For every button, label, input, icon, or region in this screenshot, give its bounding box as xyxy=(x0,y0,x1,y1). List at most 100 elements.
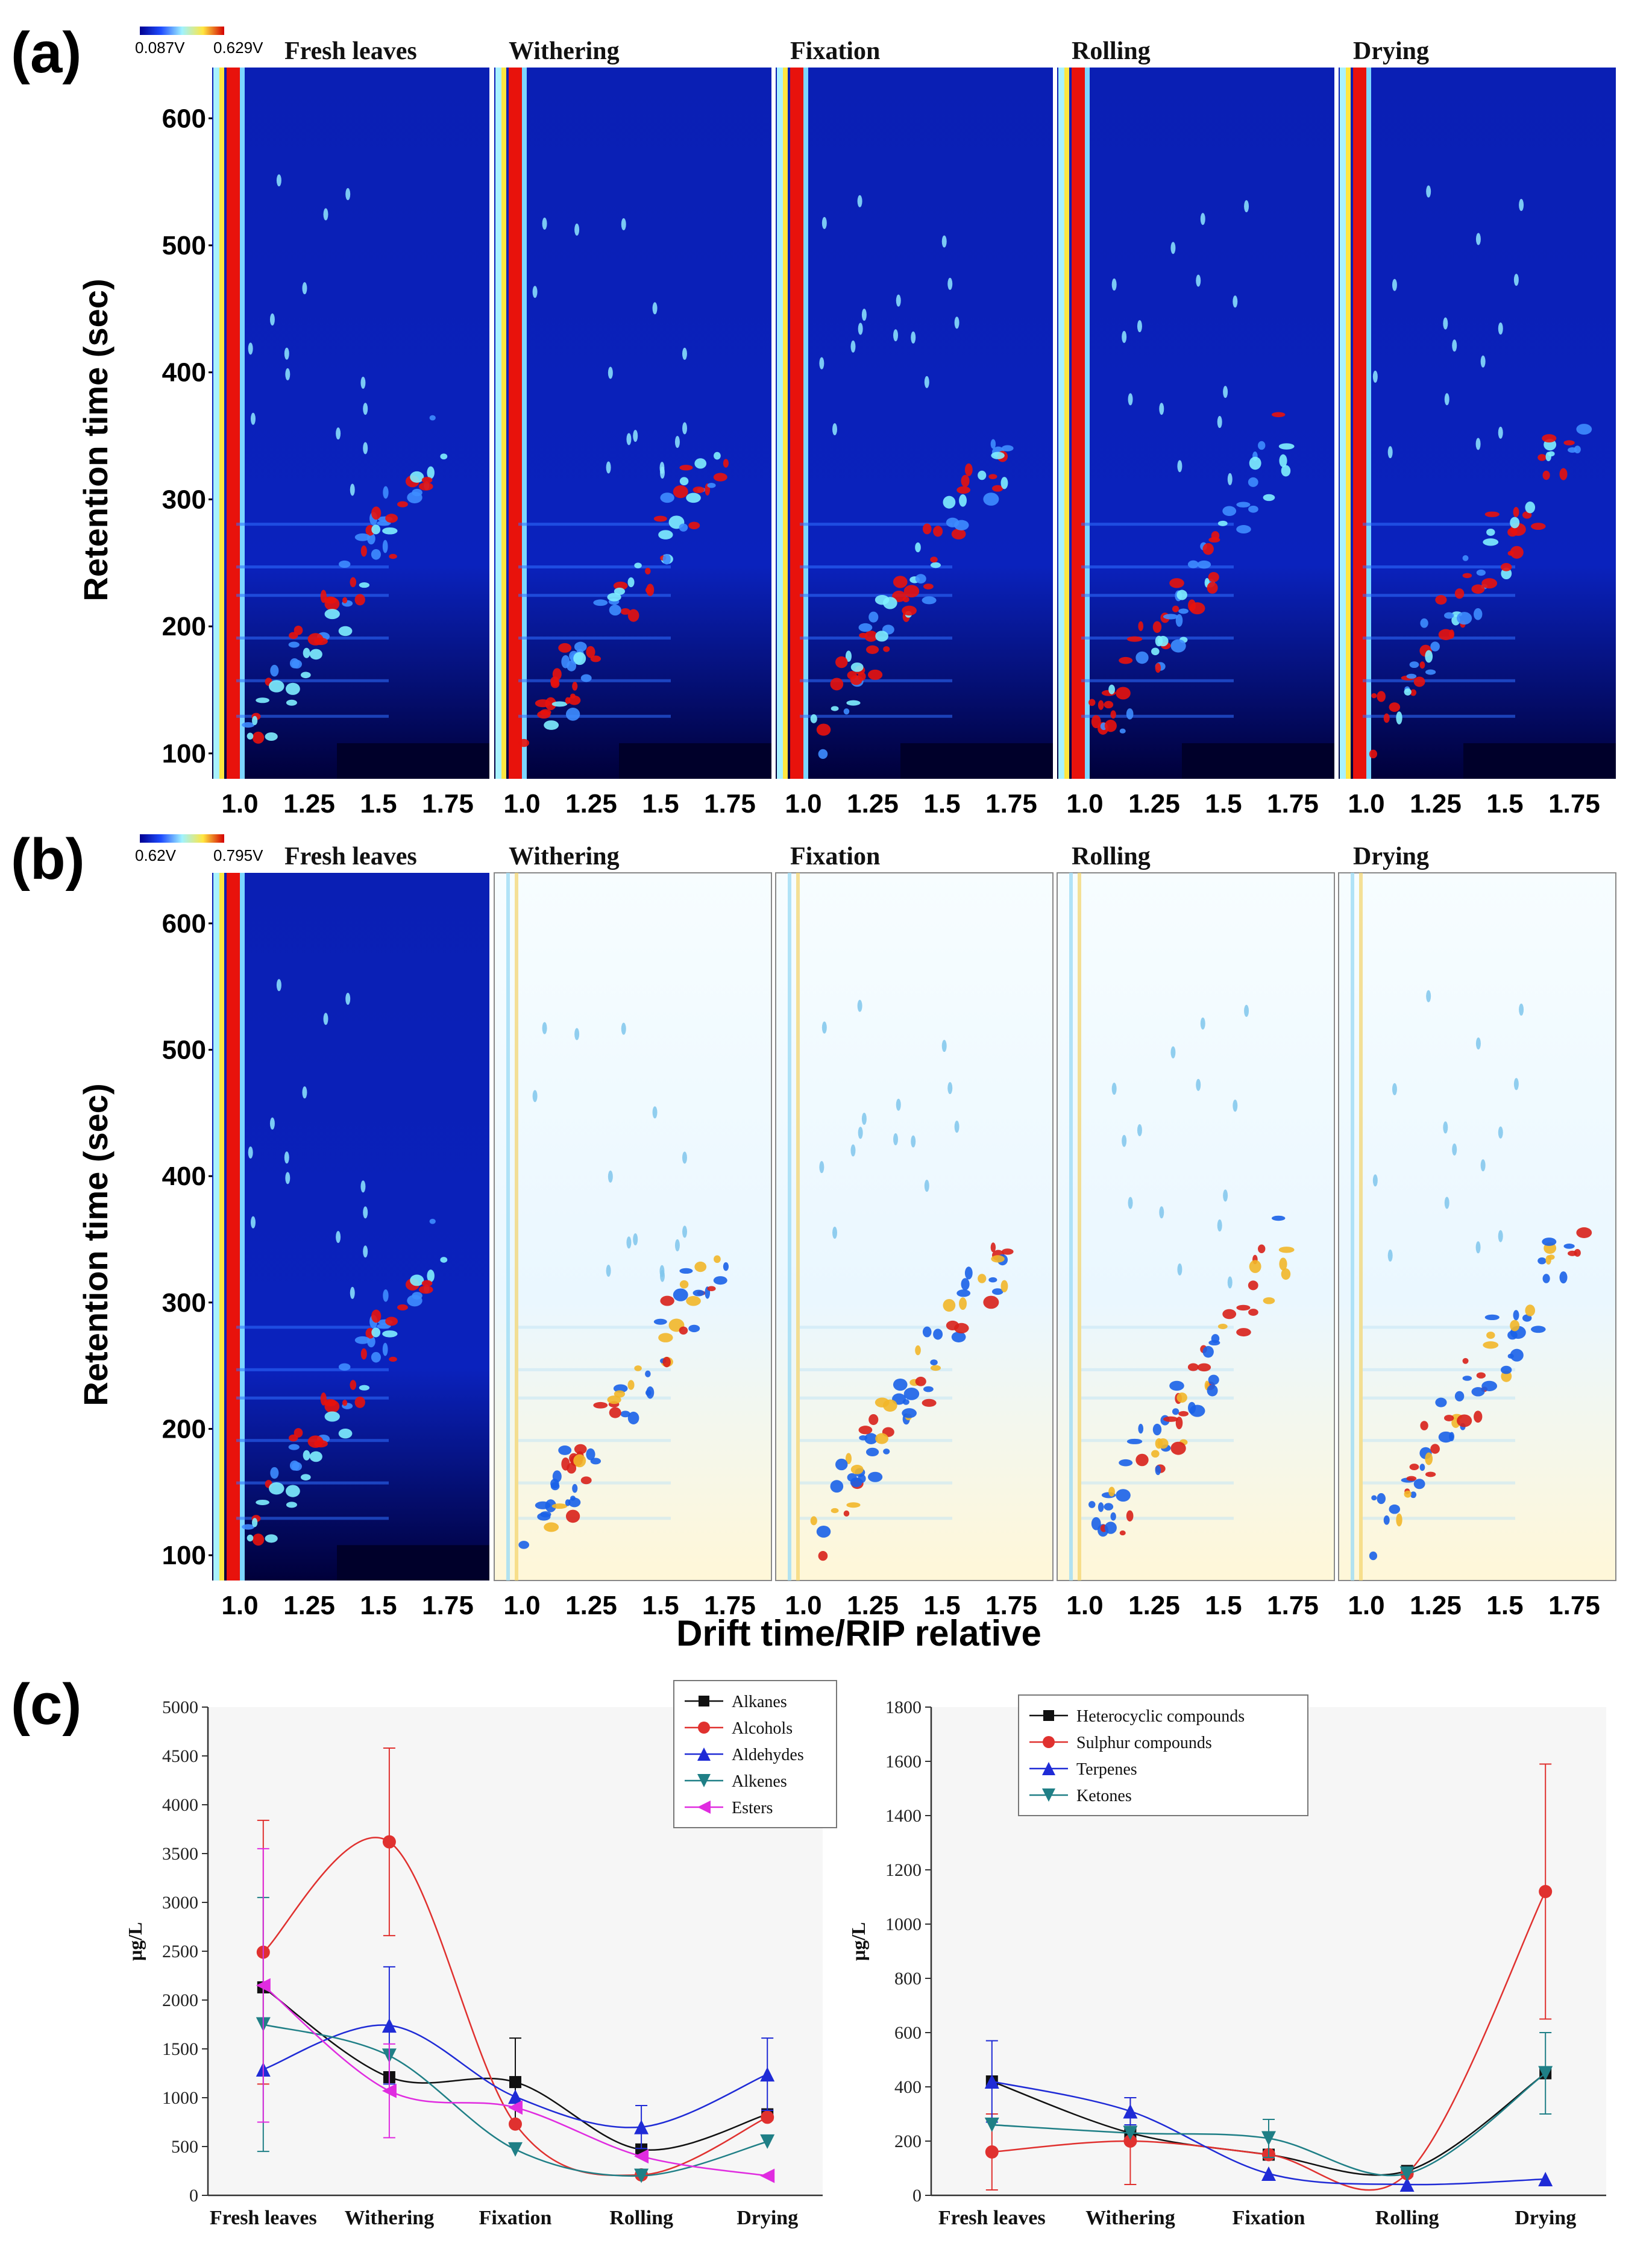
heatmap-spot xyxy=(659,1265,665,1277)
heatmap-background xyxy=(494,68,771,779)
heatmap-spot xyxy=(1281,1268,1291,1280)
heatmap-spot xyxy=(983,492,999,506)
heatmap-spot xyxy=(1443,612,1454,619)
heatmap-spot xyxy=(845,650,852,662)
heatmap-spot xyxy=(568,695,581,705)
heatmap-spot xyxy=(252,1533,265,1546)
heatmap-spot xyxy=(1484,511,1500,517)
heatmap-spot xyxy=(1244,1004,1249,1017)
heatmap-spot xyxy=(1278,1247,1295,1253)
heatmap-spot xyxy=(294,625,303,635)
heatmap-spot xyxy=(903,585,920,598)
heatmap-spot xyxy=(679,465,693,471)
stage-label-rolling: Rolling xyxy=(1072,37,1151,65)
legend-marker xyxy=(697,1774,711,1787)
colorbar-max: 0.795V xyxy=(213,846,263,864)
heatmap-spot xyxy=(269,313,275,326)
x-tick-label: 1.25 xyxy=(565,789,617,819)
heatmap-spot xyxy=(941,1040,947,1052)
category-label-fixation: Fixation xyxy=(1233,2207,1305,2229)
heatmap-spot xyxy=(574,1028,580,1040)
heatmap-band xyxy=(236,714,389,718)
heatmap-spot xyxy=(265,732,278,741)
panel-a: (a) 0.087V 0.629V Fresh leaves Withering F… xyxy=(11,20,1616,819)
heatmap-spot xyxy=(567,1462,577,1474)
heatmap-spot xyxy=(1475,233,1481,245)
data-point xyxy=(1399,2166,1415,2181)
heatmap-spot xyxy=(1128,1197,1133,1209)
heatmap-spot xyxy=(1435,1397,1447,1408)
heatmap-spot xyxy=(363,1245,368,1258)
heatmap-spot xyxy=(276,979,281,992)
data-point xyxy=(508,2100,523,2115)
heatmap-spot xyxy=(1249,456,1261,470)
heatmap-spot xyxy=(858,623,873,632)
heatmap-spot xyxy=(810,714,817,723)
heatmap-spot xyxy=(574,223,580,236)
heatmap-spot xyxy=(1510,517,1520,529)
heatmap-spot xyxy=(248,1146,253,1159)
heatmap-band xyxy=(518,714,671,718)
legend-marker xyxy=(1043,1710,1054,1721)
y-tick-label: 100 xyxy=(162,739,206,769)
heatmap-spot xyxy=(620,1411,630,1418)
stage-label-withering: Withering xyxy=(509,843,620,870)
heatmap-spot xyxy=(922,1326,932,1338)
heatmap-spot xyxy=(688,1324,700,1333)
heatmap-spot xyxy=(324,609,340,620)
heatmap-spot xyxy=(713,473,727,482)
heatmap-band xyxy=(518,1481,671,1485)
stage-label-fixation: Fixation xyxy=(790,843,880,870)
heatmap-spot xyxy=(930,556,938,563)
x-tick-label: 1.0 xyxy=(1066,1591,1103,1620)
heatmap-spot xyxy=(930,1359,938,1366)
heatmap-spot xyxy=(302,282,307,295)
heatmap-spot xyxy=(1471,1387,1485,1397)
heatmap-spot xyxy=(1135,1453,1149,1467)
y-tick-label: 5000 xyxy=(162,1697,198,1717)
data-point xyxy=(1538,2172,1553,2186)
legend-label-aldehydes: Aldehydes xyxy=(732,1746,804,1764)
heatmap-band xyxy=(800,1396,952,1400)
y-tick-label: 100 xyxy=(162,1541,206,1570)
heatmap-dark-corner xyxy=(900,743,1053,779)
heatmap-band xyxy=(518,1326,671,1329)
heatmap-spot xyxy=(1263,494,1275,502)
heatmap-spot xyxy=(954,1323,969,1333)
heatmap-spot xyxy=(1119,1530,1126,1536)
heatmap-spot xyxy=(911,1135,916,1148)
heatmap-spot xyxy=(951,1332,966,1342)
heatmap-spot xyxy=(363,1206,368,1219)
heatmap-spot xyxy=(1200,1017,1205,1030)
heatmap-spot xyxy=(1197,560,1211,569)
heatmap-spot xyxy=(922,1398,937,1407)
data-point xyxy=(382,2018,397,2033)
heatmap-spot xyxy=(682,1225,688,1238)
heatmap-spot xyxy=(377,520,391,526)
heatmap-spot xyxy=(964,463,973,476)
heatmap-spot xyxy=(679,1326,688,1335)
y-tick-label: 1200 xyxy=(885,1860,922,1880)
heatmap-spot xyxy=(1537,454,1547,461)
heatmap-spot xyxy=(269,1117,275,1130)
heatmap-band xyxy=(800,523,952,526)
heatmap-spot xyxy=(915,574,926,583)
heatmap-spot xyxy=(336,1231,341,1244)
heatmap-spot xyxy=(682,1151,687,1164)
heatmap-spot xyxy=(1559,468,1568,480)
heatmap-band xyxy=(800,1326,952,1329)
heatmap-spot xyxy=(964,1266,973,1280)
heatmap-spot xyxy=(242,722,255,728)
legend-marker xyxy=(697,1801,711,1814)
heatmap-spot xyxy=(550,1479,559,1489)
heatmap-spot xyxy=(593,599,608,606)
y-tick-label: 1800 xyxy=(885,1697,922,1717)
heatmap-spot xyxy=(707,1286,716,1291)
series-aldehydes xyxy=(256,1966,775,2150)
heatmap-spot xyxy=(924,376,929,388)
heatmap-spot xyxy=(673,485,688,499)
heatmap-background xyxy=(1339,68,1616,779)
heatmap-spot xyxy=(1559,1271,1568,1284)
rip-stripe-yellow xyxy=(501,68,506,779)
heatmap-spot xyxy=(1542,434,1557,443)
